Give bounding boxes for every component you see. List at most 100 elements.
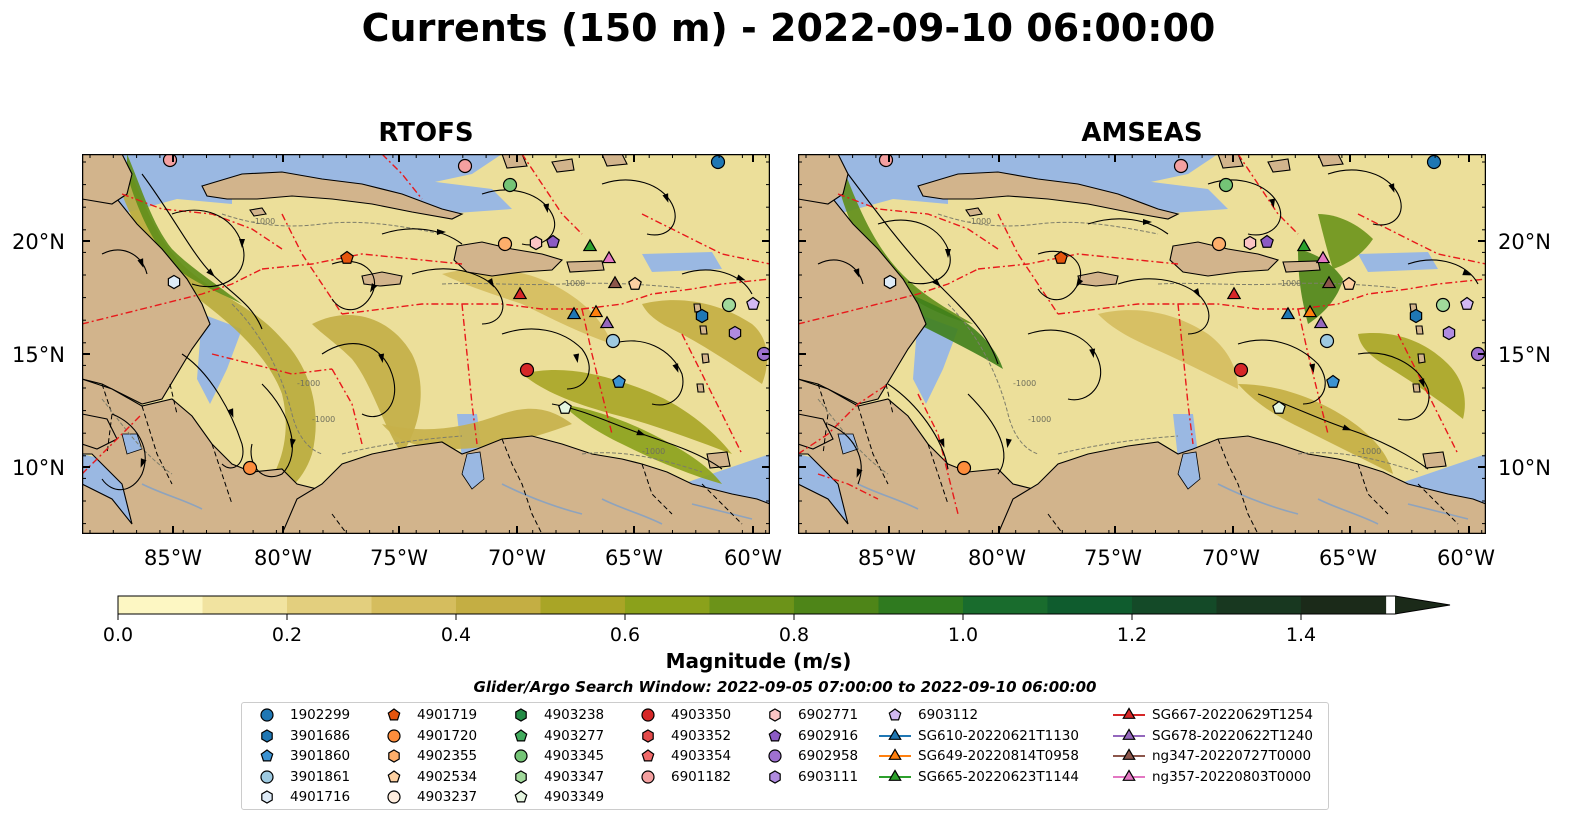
streamline <box>101 413 146 491</box>
triangle-marker <box>607 275 623 289</box>
lon-label-85w-amseas: 85°W <box>858 546 916 570</box>
pentagon-marker <box>746 296 760 310</box>
streamline-arrow <box>1388 183 1395 193</box>
streamline-arrow <box>486 278 494 288</box>
streamline <box>601 179 676 236</box>
circle-marker <box>260 769 274 784</box>
current-magnitude-band <box>312 315 421 454</box>
circle-icon <box>260 769 274 784</box>
streamline-arrow <box>137 258 144 268</box>
circle-marker <box>641 769 655 784</box>
landmass <box>501 154 528 169</box>
colorbar-segment <box>540 596 626 614</box>
country-border <box>817 383 829 455</box>
colorbar <box>117 595 1451 620</box>
hexagon-marker <box>515 708 527 722</box>
country-border <box>1217 438 1259 534</box>
isobath-line <box>341 435 463 455</box>
legend-entry: 4903352 <box>631 726 731 746</box>
streamlines <box>817 169 1479 485</box>
eez-line <box>581 308 613 435</box>
map-frame <box>82 154 770 534</box>
landmass <box>699 325 708 335</box>
hexagon-marker <box>388 749 400 763</box>
legend-entry: 3901860 <box>250 746 350 766</box>
isobath-label: -1000 <box>1013 379 1036 388</box>
streamline <box>1407 259 1479 285</box>
streamline <box>331 260 376 311</box>
country-border <box>641 463 673 515</box>
pentagon-marker <box>1326 374 1340 388</box>
search-window-caption: Glider/Argo Search Window: 2022-09-05 07… <box>473 678 1097 696</box>
isobath-line <box>947 303 1039 455</box>
lon-label-80w-amseas: 80°W <box>968 546 1026 570</box>
circle-marker <box>1426 154 1442 170</box>
circle-icon <box>768 749 782 763</box>
landmass <box>706 451 731 469</box>
legend-label: 4903350 <box>671 707 732 723</box>
legend-label: 6903112 <box>918 707 979 723</box>
pentagon-icon <box>514 790 528 803</box>
eez-line <box>211 353 333 375</box>
eez-line <box>261 253 463 270</box>
legend-entry: 4901716 <box>250 787 350 807</box>
colorbar-label: Magnitude (m/s) <box>665 649 852 673</box>
river <box>1217 483 1299 515</box>
isobath-line <box>1297 452 1419 473</box>
triangle-marker <box>888 748 902 760</box>
pentagon-marker <box>387 708 401 721</box>
hexagon-marker <box>642 728 654 743</box>
landmass <box>798 154 849 205</box>
pentagon-marker <box>514 790 528 803</box>
pentagon-icon <box>888 708 902 721</box>
lake-maracaibo <box>1177 451 1201 490</box>
streamline-arrow <box>672 363 679 373</box>
lon-label-70w-amseas: 70°W <box>1202 546 1260 570</box>
pentagon-icon <box>387 708 401 721</box>
legend-entry: SG678-20220622T1240 <box>1112 726 1313 746</box>
isobath-line <box>1057 435 1179 455</box>
colorbar-segment <box>1047 596 1133 614</box>
lon-label-65w-amseas: 65°W <box>1319 546 1377 570</box>
legend-entry: 6903112 <box>878 705 978 725</box>
eez-line <box>82 413 143 475</box>
eez-line <box>917 393 959 515</box>
colorbar-tick-label: 0.4 <box>440 624 472 646</box>
map-panel-rtofs: -1000 -1000 -1000 -1000 -1000 <box>82 154 770 534</box>
legend-label: 4903354 <box>671 748 732 764</box>
eez-boundaries <box>82 154 770 475</box>
pentagon-icon <box>514 728 528 741</box>
circle-marker <box>1211 236 1227 252</box>
streamline-arrow <box>289 438 296 448</box>
hexagon-marker <box>769 708 781 722</box>
eez-line <box>681 333 743 455</box>
legend-entry: 6903111 <box>758 767 858 787</box>
streamline-arrow <box>636 429 646 436</box>
hexagon-marker <box>728 325 742 341</box>
country-border <box>331 513 348 534</box>
circle-marker <box>1173 158 1189 174</box>
streamline-arrow <box>853 268 860 278</box>
shallow-water <box>1358 252 1438 272</box>
pentagon-marker <box>387 769 401 782</box>
lon-label-75w: 75°W <box>370 546 428 570</box>
panel-title-rtofs: RTOFS <box>378 118 474 148</box>
streamlines <box>101 173 753 491</box>
country-border <box>885 383 894 415</box>
landmass <box>551 158 575 173</box>
current-magnitude-band <box>1098 310 1238 389</box>
eez-line <box>281 213 343 315</box>
eez-line <box>381 154 423 200</box>
legend-entry: 4903237 <box>377 787 477 807</box>
country-border <box>1357 463 1389 515</box>
isobath-label: -1000 <box>1278 279 1301 288</box>
triangle-marker <box>601 250 617 264</box>
legend-label: 3901686 <box>290 727 351 744</box>
pentagon-marker <box>1260 234 1274 248</box>
isobath-contours: -1000 -1000 -1000 -1000 -1000 <box>817 213 1419 475</box>
pentagon-marker <box>558 400 572 414</box>
circle-marker <box>457 158 473 174</box>
observation-markers <box>162 154 770 476</box>
circle-marker <box>387 790 401 804</box>
landmass <box>566 260 605 273</box>
